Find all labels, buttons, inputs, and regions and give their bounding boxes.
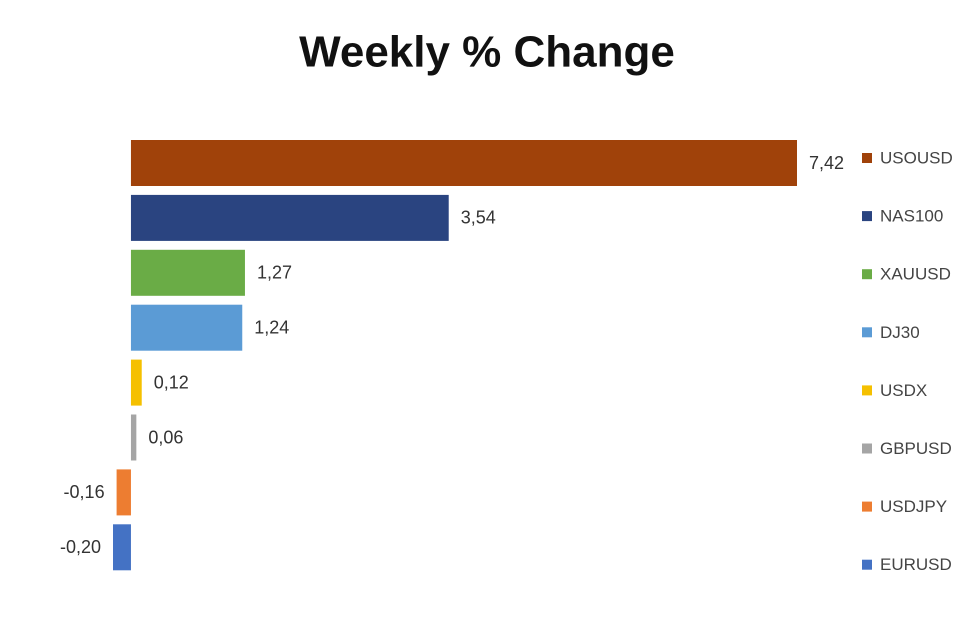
legend-swatch: [862, 443, 872, 454]
legend-swatch: [862, 385, 872, 396]
bar: [130, 194, 449, 241]
value-label: -0,16: [64, 482, 105, 502]
legend-label: USDX: [880, 381, 927, 400]
legend-label: USOUSD: [880, 148, 953, 167]
bar: [130, 249, 245, 296]
value-label: 7,42: [809, 153, 844, 173]
legend-label: NAS100: [880, 207, 943, 226]
value-label: 1,24: [254, 317, 289, 337]
value-label: 0,12: [154, 372, 189, 392]
legend-label: EURUSD: [880, 555, 952, 574]
bar: [116, 469, 131, 516]
legend-label: GBPUSD: [880, 439, 952, 458]
legend-swatch: [862, 269, 872, 280]
legend-label: USDJPY: [880, 497, 947, 516]
legend-swatch: [862, 153, 872, 163]
chart-title: Weekly % Change: [299, 28, 675, 77]
legend-label: DJ30: [880, 323, 920, 342]
value-label: -0,20: [60, 537, 101, 557]
bar: [130, 359, 142, 406]
legend-swatch: [862, 559, 872, 570]
value-label: 1,27: [257, 263, 292, 283]
legend-swatch: [862, 501, 872, 512]
legend-swatch: [862, 211, 872, 222]
value-label: 0,06: [148, 427, 183, 447]
bar: [130, 304, 243, 351]
bar: [113, 524, 131, 571]
legend-swatch: [862, 327, 872, 338]
bar: [130, 414, 137, 461]
bar: [130, 140, 797, 186]
legend-label: XAUUSD: [880, 265, 951, 284]
value-label: 3,54: [461, 208, 496, 228]
